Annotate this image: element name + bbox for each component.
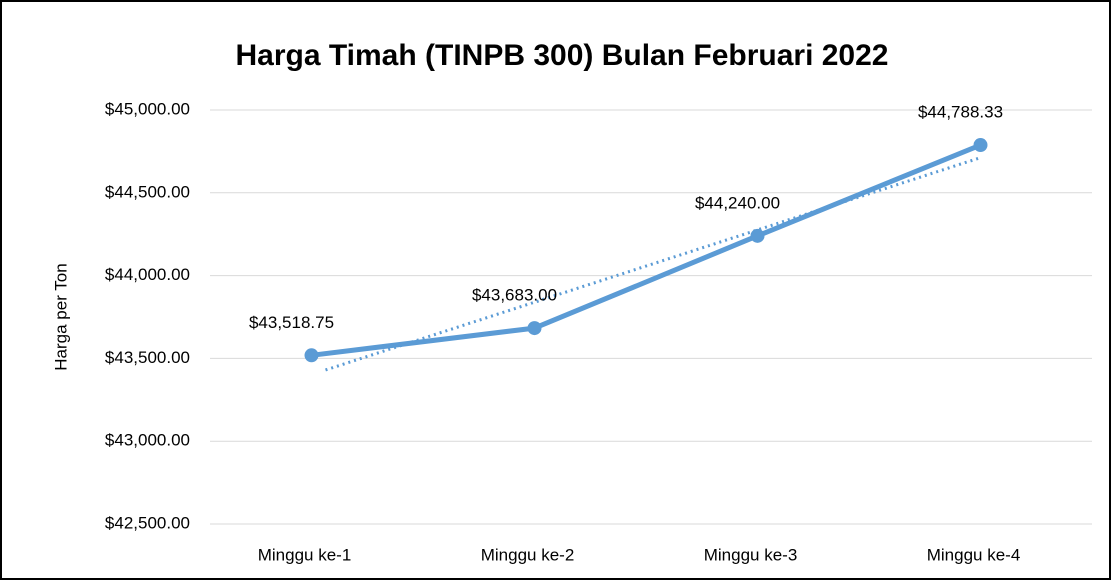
data-line [311,142,982,358]
x-tick-label: Minggu ke-3 [704,545,798,564]
trendline [325,156,981,372]
y-tick-label: $44,500.00 [105,182,190,201]
data-label: $43,518.75 [249,313,334,332]
x-tick-label: Minggu ke-1 [258,545,352,564]
data-point [750,228,765,243]
data-point [304,348,319,363]
data-point [973,138,988,153]
data-point [527,321,542,336]
y-tick-label: $42,500.00 [105,513,190,532]
y-axis-label: Harga per Ton [51,263,70,370]
y-tick-label: $44,000.00 [105,265,190,284]
y-tick-label: $43,000.00 [105,431,190,450]
data-label: $44,240.00 [695,193,780,212]
y-tick-label: $43,500.00 [105,348,190,367]
x-tick-label: Minggu ke-4 [927,545,1021,564]
data-label: $43,683.00 [472,286,557,305]
data-label: $44,788.33 [918,103,1003,122]
chart-title: Harga Timah (TINPB 300) Bulan Februari 2… [236,39,889,72]
x-tick-label: Minggu ke-2 [481,545,575,564]
y-tick-label: $45,000.00 [105,99,190,118]
